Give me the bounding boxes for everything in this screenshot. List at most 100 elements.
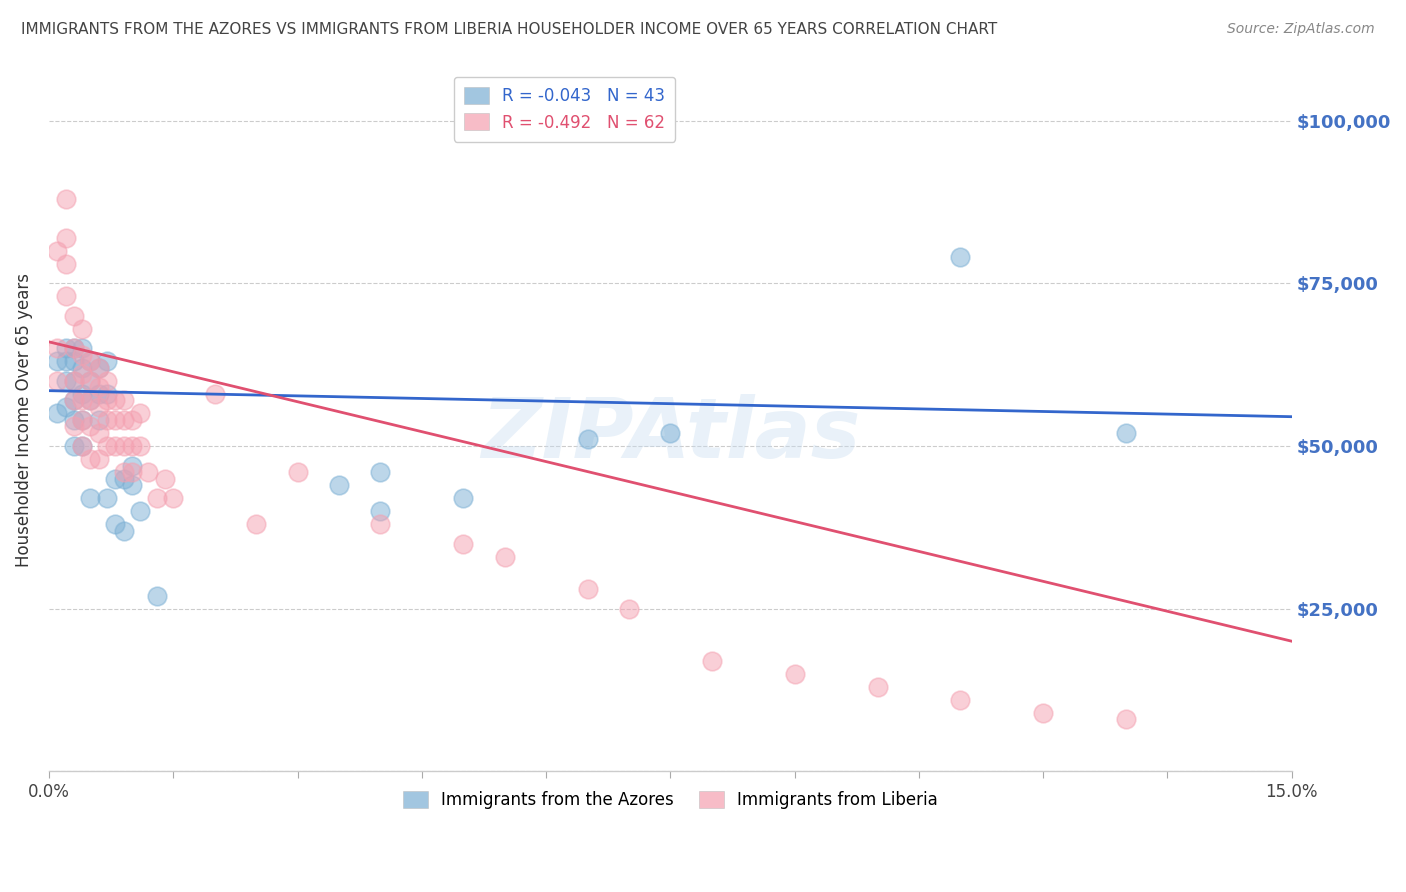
Point [576, 582, 599, 596]
Point [63, 413, 86, 427]
Point [63, 439, 86, 453]
Point [70, 413, 93, 427]
Point [46, 354, 69, 368]
Point [949, 693, 972, 707]
Point [46, 374, 69, 388]
Point [55, 289, 77, 303]
Point [70, 348, 93, 362]
Point [46, 407, 69, 421]
Point [104, 413, 127, 427]
Point [63, 374, 86, 388]
Point [70, 360, 93, 375]
Point [70, 322, 93, 336]
Point [63, 354, 86, 368]
Point [63, 374, 86, 388]
Point [79, 374, 101, 388]
Point [370, 517, 392, 532]
Point [112, 413, 135, 427]
Point [87, 387, 110, 401]
Point [370, 504, 392, 518]
Point [70, 413, 93, 427]
Point [121, 458, 143, 473]
Text: IMMIGRANTS FROM THE AZORES VS IMMIGRANTS FROM LIBERIA HOUSEHOLDER INCOME OVER 65: IMMIGRANTS FROM THE AZORES VS IMMIGRANTS… [21, 22, 997, 37]
Point [245, 517, 267, 532]
Point [87, 360, 110, 375]
Point [63, 419, 86, 434]
Point [87, 400, 110, 414]
Point [70, 387, 93, 401]
Point [79, 354, 101, 368]
Point [451, 491, 474, 505]
Text: Source: ZipAtlas.com: Source: ZipAtlas.com [1227, 22, 1375, 37]
Point [87, 413, 110, 427]
Point [866, 680, 889, 694]
Point [783, 666, 806, 681]
Point [79, 452, 101, 467]
Point [112, 439, 135, 453]
Point [96, 439, 118, 453]
Point [112, 393, 135, 408]
Point [79, 354, 101, 368]
Point [121, 465, 143, 479]
Point [104, 393, 127, 408]
Point [1115, 712, 1137, 726]
Point [70, 439, 93, 453]
Point [96, 387, 118, 401]
Point [145, 491, 167, 505]
Point [145, 589, 167, 603]
Point [79, 491, 101, 505]
Point [1115, 425, 1137, 440]
Point [96, 413, 118, 427]
Point [70, 368, 93, 382]
Point [287, 465, 309, 479]
Point [70, 342, 93, 356]
Point [87, 380, 110, 394]
Point [104, 517, 127, 532]
Point [659, 425, 682, 440]
Point [55, 374, 77, 388]
Point [46, 244, 69, 258]
Point [451, 536, 474, 550]
Point [162, 491, 184, 505]
Point [63, 393, 86, 408]
Point [153, 471, 176, 485]
Point [121, 478, 143, 492]
Point [55, 342, 77, 356]
Point [63, 309, 86, 323]
Legend: Immigrants from the Azores, Immigrants from Liberia: Immigrants from the Azores, Immigrants f… [396, 784, 945, 816]
Point [129, 439, 152, 453]
Point [328, 478, 350, 492]
Point [55, 231, 77, 245]
Point [79, 393, 101, 408]
Point [87, 425, 110, 440]
Point [79, 419, 101, 434]
Point [87, 452, 110, 467]
Point [96, 393, 118, 408]
Point [949, 250, 972, 264]
Point [46, 342, 69, 356]
Point [55, 192, 77, 206]
Point [70, 393, 93, 408]
Point [112, 465, 135, 479]
Point [112, 471, 135, 485]
Point [63, 342, 86, 356]
Point [494, 549, 516, 564]
Point [112, 524, 135, 538]
Point [576, 433, 599, 447]
Point [121, 439, 143, 453]
Point [96, 491, 118, 505]
Point [204, 387, 226, 401]
Y-axis label: Householder Income Over 65 years: Householder Income Over 65 years [15, 273, 32, 567]
Point [55, 400, 77, 414]
Point [55, 354, 77, 368]
Point [104, 471, 127, 485]
Point [79, 374, 101, 388]
Point [129, 407, 152, 421]
Point [87, 360, 110, 375]
Point [63, 342, 86, 356]
Text: ZIPAtlas: ZIPAtlas [481, 393, 860, 475]
Point [617, 601, 640, 615]
Point [129, 504, 152, 518]
Point [121, 413, 143, 427]
Point [70, 439, 93, 453]
